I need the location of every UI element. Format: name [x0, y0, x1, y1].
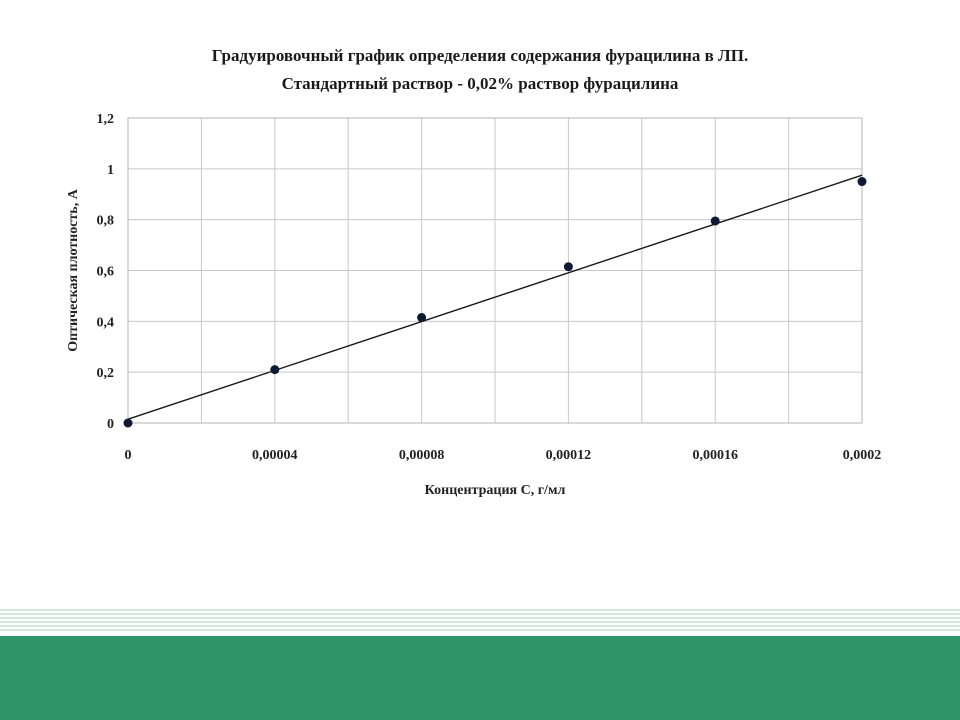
- y-tick-label: 0: [107, 417, 114, 432]
- x-tick-label: 0,0002: [843, 448, 882, 463]
- data-point: [270, 365, 280, 375]
- data-point: [417, 313, 427, 323]
- footer-band: [0, 636, 960, 720]
- y-tick-label: 1: [107, 163, 114, 178]
- linear-trendline: [127, 174, 863, 420]
- calibration-chart: 0 0,2 0,4 0,6 0,8 1 1,2 0 0,00004 0,00008 0,00012…: [66, 112, 882, 498]
- data-points: [123, 177, 867, 428]
- data-point: [710, 216, 720, 226]
- chart-title: Градуировочный график определения содерж…: [211, 46, 749, 65]
- plot-area: [127, 117, 863, 424]
- x-tick-label: 0,00012: [546, 448, 592, 463]
- data-point: [123, 418, 133, 428]
- x-tick-label: 0,00016: [692, 448, 738, 463]
- chart-subtitle: Стандартный раствор - 0,02% раствор фура…: [281, 74, 679, 93]
- x-tick-label: 0,00004: [252, 448, 298, 463]
- y-tick-label: 0,8: [97, 214, 115, 229]
- y-tick-label: 1,2: [97, 112, 115, 127]
- data-point: [563, 262, 573, 272]
- y-tick-label: 0,2: [97, 366, 115, 381]
- x-axis: 0 0,00004 0,00008 0,00012 0,00016 0,0002: [125, 448, 882, 463]
- x-tick-label: 0,00008: [399, 448, 445, 463]
- y-tick-label: 0,6: [97, 265, 115, 280]
- grid: [127, 117, 863, 424]
- data-point: [857, 177, 867, 187]
- x-axis-title: Концентрация С, г/мл: [425, 483, 566, 498]
- x-tick-label: 0: [125, 448, 132, 463]
- y-axis: 0 0,2 0,4 0,6 0,8 1 1,2: [97, 112, 115, 432]
- y-axis-title: Оптическая плотность, А: [66, 188, 81, 351]
- y-tick-label: 0,4: [97, 315, 115, 330]
- decorative-stripes: [0, 609, 960, 633]
